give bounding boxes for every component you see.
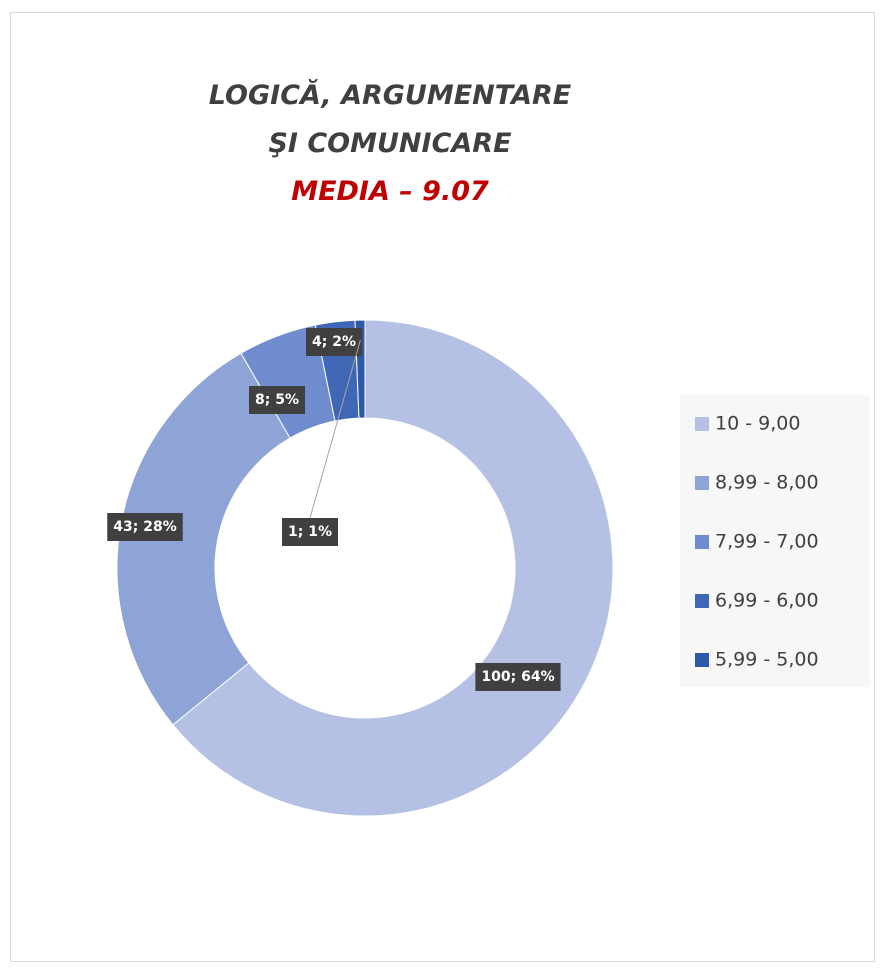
data-label-box: [107, 513, 183, 541]
data-label-box: [475, 663, 561, 691]
legend-label: 7,99 - 7,00: [715, 531, 819, 553]
data-label: 8; 5%: [255, 392, 299, 408]
data-label-box: [249, 386, 305, 414]
legend-swatch: [695, 653, 709, 667]
data-label: 1; 1%: [288, 524, 332, 540]
legend-label: 10 - 9,00: [715, 413, 800, 435]
data-label: 43; 28%: [113, 519, 176, 535]
legend-swatch: [695, 535, 709, 549]
legend-label: 5,99 - 5,00: [715, 649, 819, 671]
chart-title: LOGICĂ, ARGUMENTARE ŞI COMUNICARE: [208, 80, 572, 159]
legend-swatch: [695, 594, 709, 608]
donut-slice: [116, 352, 291, 726]
legend-label: 6,99 - 6,00: [715, 590, 819, 612]
data-label: 4; 2%: [312, 334, 356, 350]
leader-line: [309, 339, 361, 519]
legend-swatch: [695, 417, 709, 431]
data-label-box: [306, 328, 362, 356]
data-label-box: [282, 518, 338, 546]
donut-slice: [172, 319, 614, 817]
chart-frame: [10, 12, 875, 962]
chart-subtitle: MEDIA – 9.07: [291, 176, 489, 207]
legend-label: 8,99 - 8,00: [715, 472, 819, 494]
legend-swatch: [695, 476, 709, 490]
legend-box: [680, 395, 870, 687]
data-label: 100; 64%: [481, 669, 554, 685]
